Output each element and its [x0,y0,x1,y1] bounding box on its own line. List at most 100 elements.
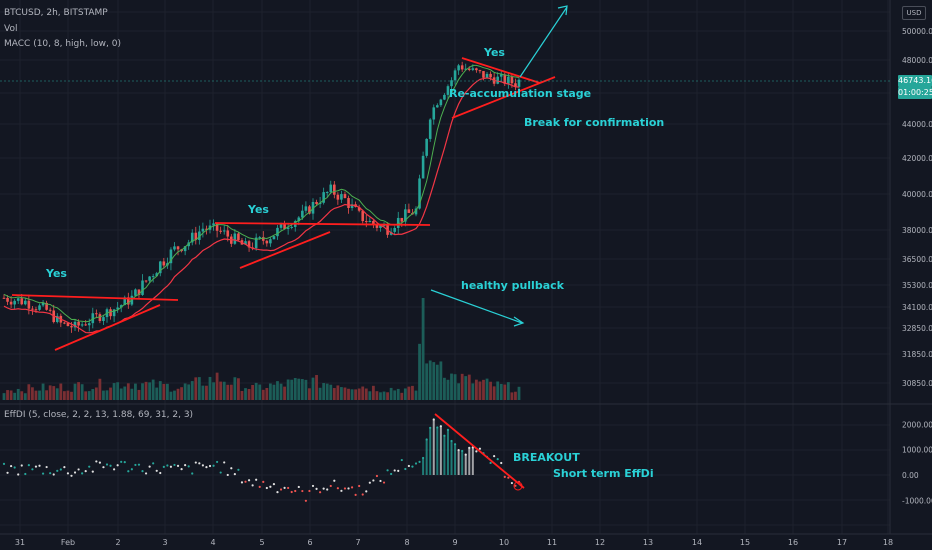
candle-body [6,297,9,302]
annotation-short-term[interactable]: Short term EffDi [553,467,654,480]
candle-body [169,249,173,264]
effdi-dot [169,465,173,468]
candle-body [446,86,450,95]
volume-bar [169,391,173,400]
effdi-dot [205,465,208,469]
annotation-yes-2[interactable]: Yes [248,203,269,216]
effdi-dot [27,464,30,467]
effdi-dot [120,460,123,463]
volume-bar [400,392,404,400]
effdi-dot [393,469,396,472]
candle-body [436,105,439,108]
volume-bar [318,387,322,400]
candle-body [276,227,279,237]
currency-button[interactable]: USD [902,6,926,20]
breakout-arrow[interactable] [519,6,568,78]
volume-bar [379,392,382,400]
time-tick-label: Feb [61,538,75,547]
effdi-dot [407,464,410,468]
effdi-dot [336,487,339,490]
effdi-dot [414,462,418,465]
effdi-dot [127,470,130,473]
effdi-dots [2,418,521,502]
annotation-yes-1[interactable]: Yes [46,267,67,280]
volume-bar [329,384,333,400]
effdi-dot [219,471,222,474]
trendline-support-1[interactable] [54,304,161,351]
volume-bar [443,377,446,400]
candle-body [457,65,460,71]
volume-bar [407,386,411,400]
effdi-bar [471,447,474,475]
volume-bar [20,391,24,400]
candle-body [198,231,201,240]
effdi-tick-label: 1000.00 [902,446,932,455]
candle-body [361,210,365,222]
trendline-effdi[interactable] [434,413,525,489]
annotation-reaccumulation[interactable]: Re-accumulation stage [449,87,592,100]
volume-bar [350,389,354,400]
volume-bar [446,379,450,400]
candle-body [254,237,258,249]
candle-body [258,237,262,239]
candle-body [102,317,105,321]
trendline-resistance-3[interactable] [461,57,541,84]
volume-bar [435,364,439,400]
candle-body [364,221,368,223]
annotation-break-confirmation[interactable]: Break for confirmation [524,116,665,129]
countdown-tag: 01:00:25 [898,87,932,99]
volume-bar [212,382,215,400]
volume-bar [45,390,49,400]
effdi-legend[interactable]: EffDI (5, close, 2, 2, 13, 1.88, 69, 31,… [4,410,194,420]
volume-bar [325,383,329,400]
volume-bar [16,388,20,400]
volume-bar [158,381,162,400]
candle-body [226,230,230,237]
candle-body [432,107,436,120]
candle-body [443,94,446,100]
volume-bars [2,298,521,400]
symbol-title[interactable]: BTCUSD, 2h, BITSTAMP [4,8,108,18]
candle-body [507,76,510,84]
time-axis[interactable]: 31 Feb 2 3 4 5 6 7 8 9 10 11 12 13 14 15 16 17 18 [15,538,893,547]
volume-bar [34,390,38,400]
effdi-dot [503,475,506,478]
trendline-support-3[interactable] [451,76,556,119]
effdi-bar [425,439,428,475]
macc-legend[interactable]: MACC (10, 8, high, low, 0) [4,39,121,49]
effdi-tick-label: 2000.00 [902,420,932,429]
price-tick-label: 42000.00 [902,154,932,163]
volume-bar [105,390,109,400]
candle-body [73,321,77,328]
volume-bar [375,391,379,400]
candle-body [176,246,180,250]
volume-bar [173,390,176,400]
trendline-support-2[interactable] [239,231,331,269]
volume-bar [467,374,471,400]
annotation-yes-3[interactable]: Yes [484,46,505,59]
volume-bar [414,390,418,400]
candle-body [379,225,382,228]
volume-bar [478,381,482,400]
candle-body [471,68,475,70]
effdi-dot [116,464,119,467]
trendline-resistance-2[interactable] [214,222,431,226]
trendline-resistance-1[interactable] [11,294,179,301]
effdi-axis[interactable]: 2000.00 1000.00 0.00 -1000.00 [902,420,932,505]
volume-bar [386,392,389,400]
effdi-dot [340,489,343,492]
trendlines[interactable] [11,57,556,489]
annotation-breakout[interactable]: BREAKOUT [513,451,580,464]
candle-body [84,324,87,326]
candle-body [503,74,507,84]
volume-bar [48,385,52,400]
volume-legend[interactable]: Vol [4,24,18,34]
effdi-dot [144,472,148,475]
annotation-healthy-pullback[interactable]: healthy pullback [461,279,564,292]
effdi-bar [443,435,446,475]
volume-bar [66,390,70,400]
effdi-dot [311,484,315,488]
time-tick-label: 13 [643,538,653,547]
candle-body [343,194,347,199]
pullback-arrow[interactable] [430,289,523,324]
